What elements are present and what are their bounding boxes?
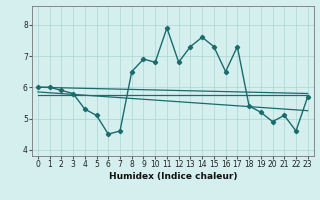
X-axis label: Humidex (Indice chaleur): Humidex (Indice chaleur) (108, 172, 237, 181)
